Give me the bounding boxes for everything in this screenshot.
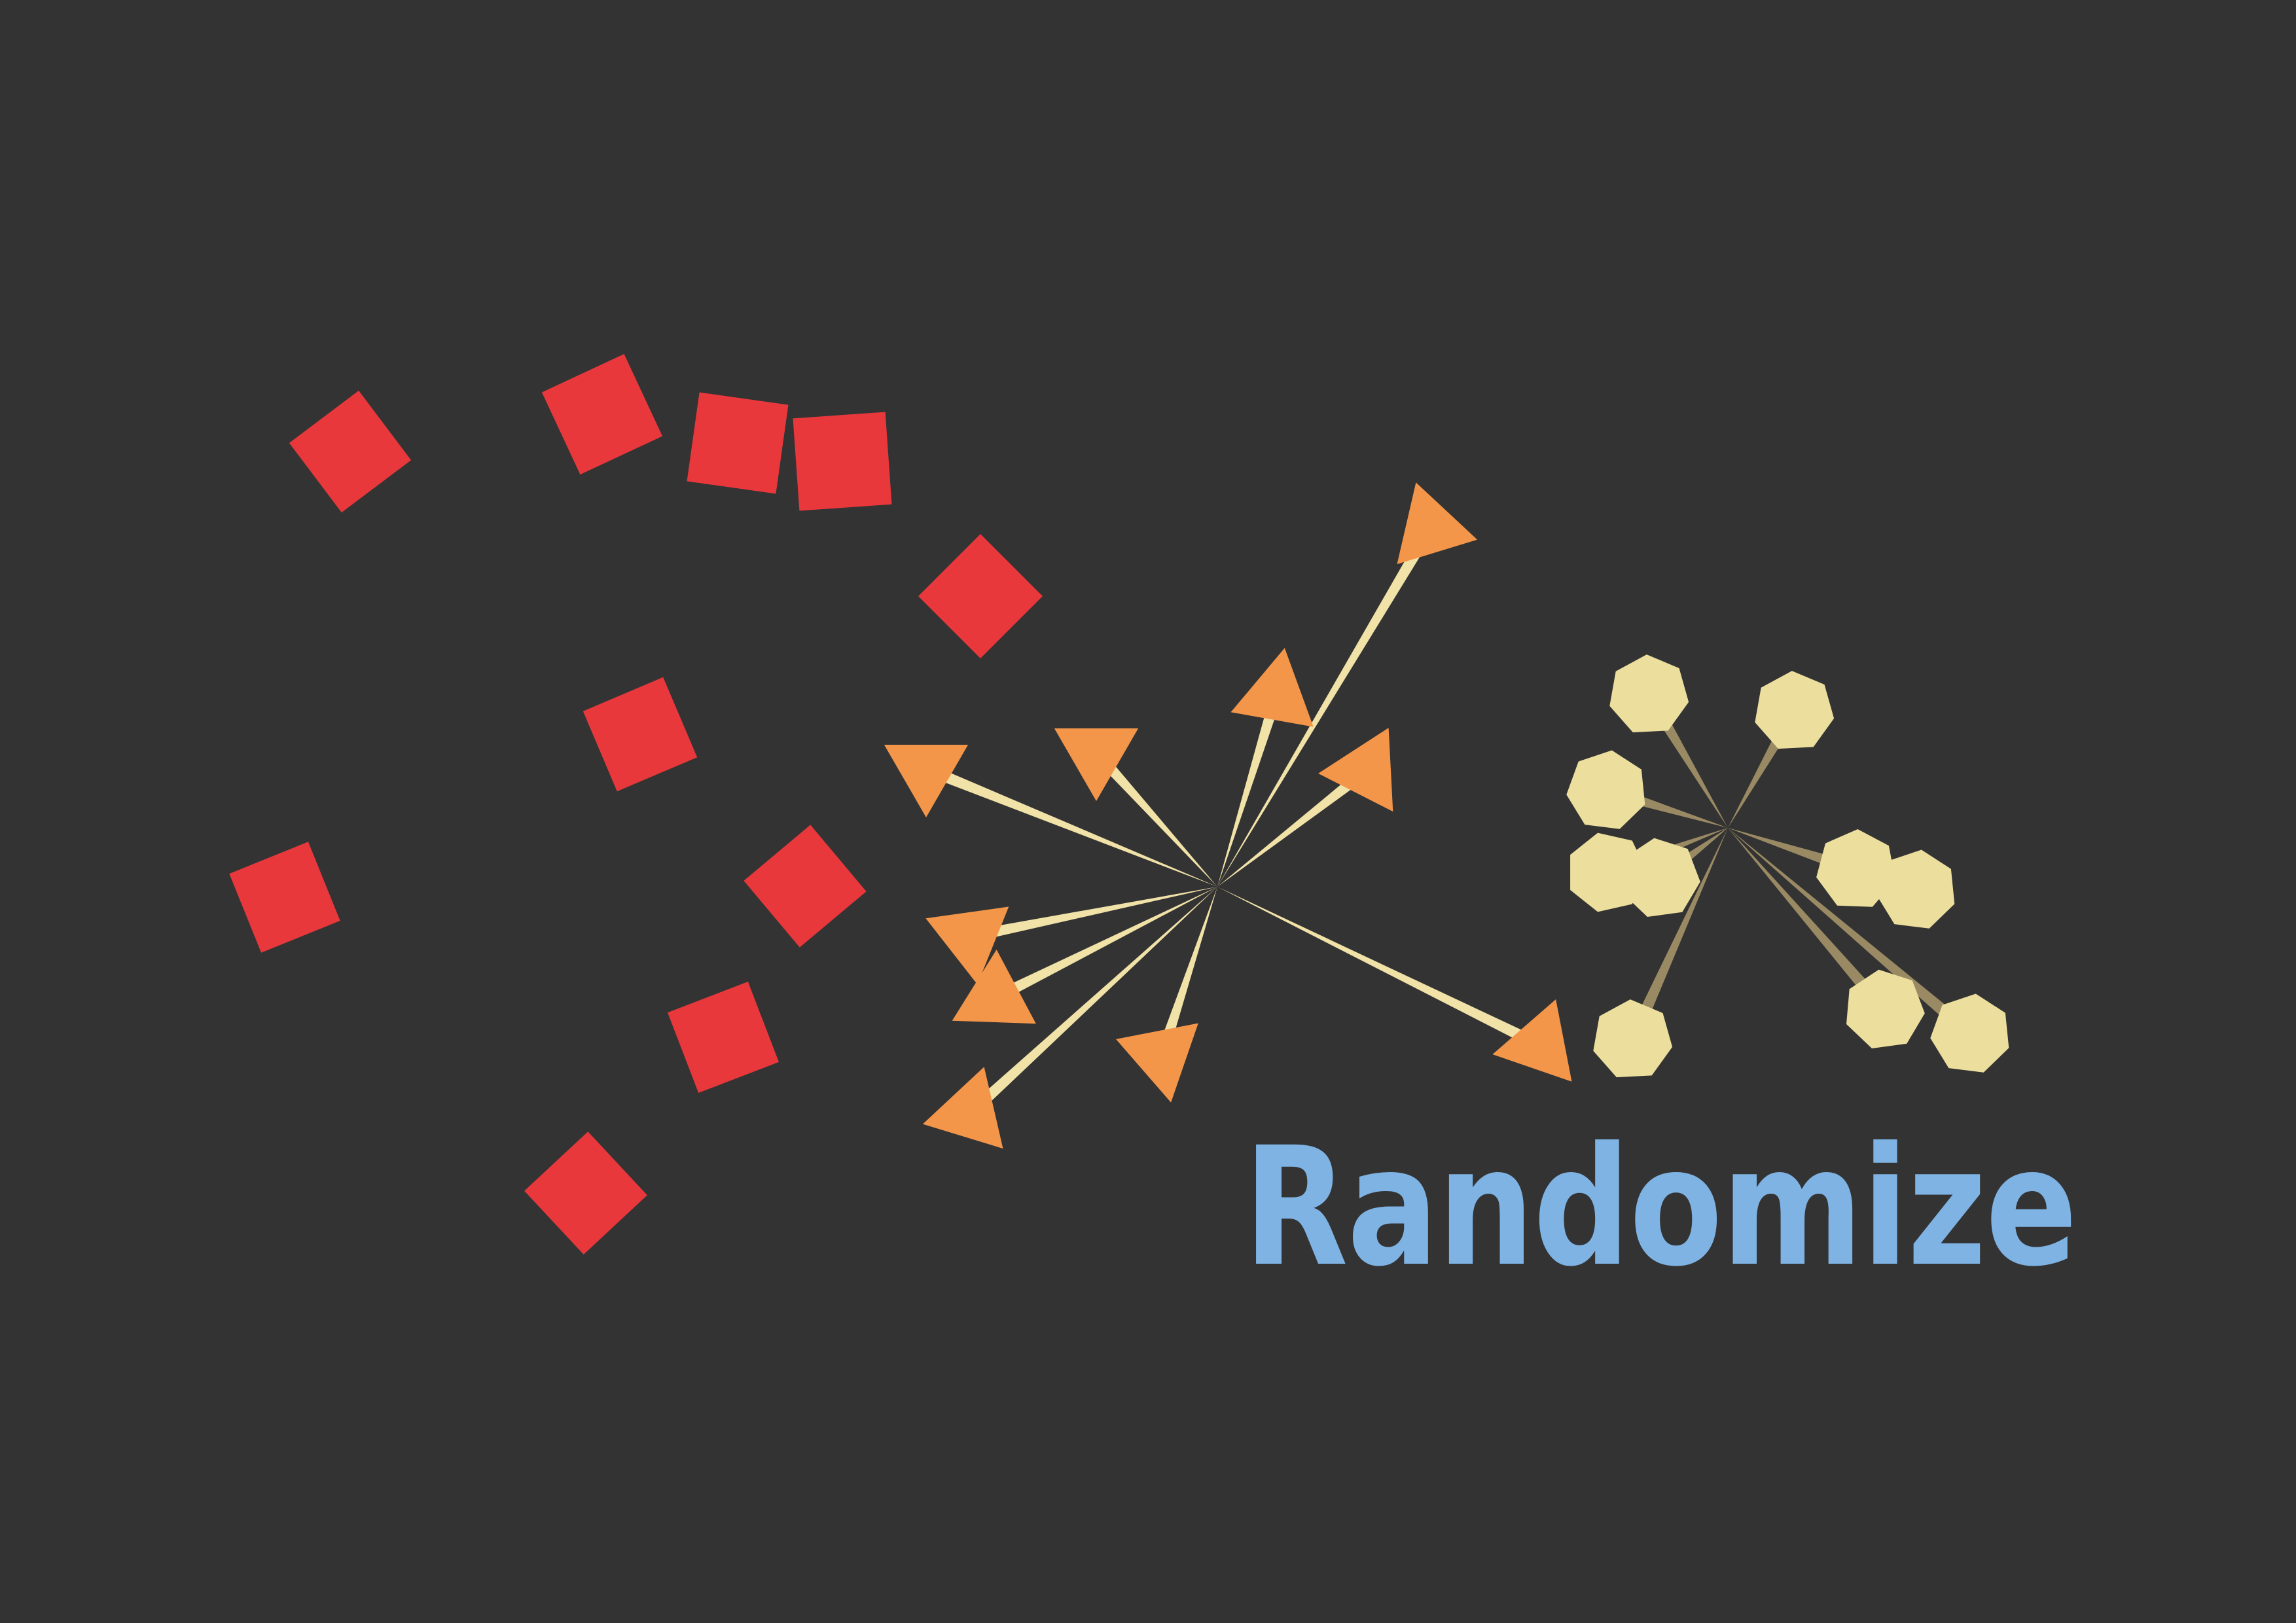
spoke-line — [992, 887, 1217, 1004]
triangle-shape — [952, 950, 1036, 1024]
triangle-shape — [1397, 482, 1478, 565]
square-shape — [687, 392, 789, 494]
triangle-burst-spokes — [924, 526, 1543, 1118]
hexagon-shape — [1593, 999, 1673, 1078]
square-shape — [229, 842, 340, 953]
square-shape — [289, 390, 412, 513]
hexagon-shape — [1876, 849, 1955, 929]
square-shape — [918, 534, 1043, 658]
hexagon-shape — [1566, 750, 1645, 829]
triangle-burst-group — [884, 482, 1572, 1149]
triangle-shape — [922, 1067, 1003, 1149]
spoke-line — [1092, 748, 1217, 887]
spoke-line — [1156, 887, 1217, 1057]
square-shape — [793, 412, 892, 511]
scattered-squares-group — [229, 353, 1043, 1255]
spoke-line — [1217, 694, 1282, 887]
spoke-line — [1217, 526, 1435, 887]
square-shape — [541, 353, 663, 475]
spoke-line — [1217, 766, 1371, 887]
hexagon-shape — [1846, 969, 1925, 1048]
hexagon-shape — [1755, 671, 1835, 749]
triangle-shape — [1054, 728, 1139, 801]
spoke-line — [965, 887, 1217, 1118]
hexagon-burst-group — [1566, 654, 2009, 1078]
triangle-shape — [1230, 648, 1314, 727]
spoke-line — [969, 887, 1217, 942]
spoke-line — [1626, 828, 1728, 1043]
triangle-shape — [1116, 1023, 1198, 1103]
square-shape — [524, 1132, 647, 1255]
square-shape — [583, 677, 698, 792]
triangle-shape — [1492, 999, 1572, 1082]
hexagon-shape — [1609, 654, 1689, 733]
spoke-line — [1728, 828, 1890, 1014]
hexagon-shape — [1816, 829, 1895, 907]
randomize-title: Randomize — [1244, 1112, 2077, 1302]
hexagon-shape — [1622, 838, 1700, 917]
square-shape — [744, 825, 867, 948]
triangle-shape — [1318, 728, 1393, 812]
spoke-line — [924, 763, 1217, 887]
hexagon-shape — [1930, 993, 2009, 1073]
triangle-shape — [925, 906, 1009, 985]
spoke-line — [1217, 887, 1543, 1051]
triangle-shape — [884, 745, 969, 817]
square-shape — [668, 982, 779, 1093]
